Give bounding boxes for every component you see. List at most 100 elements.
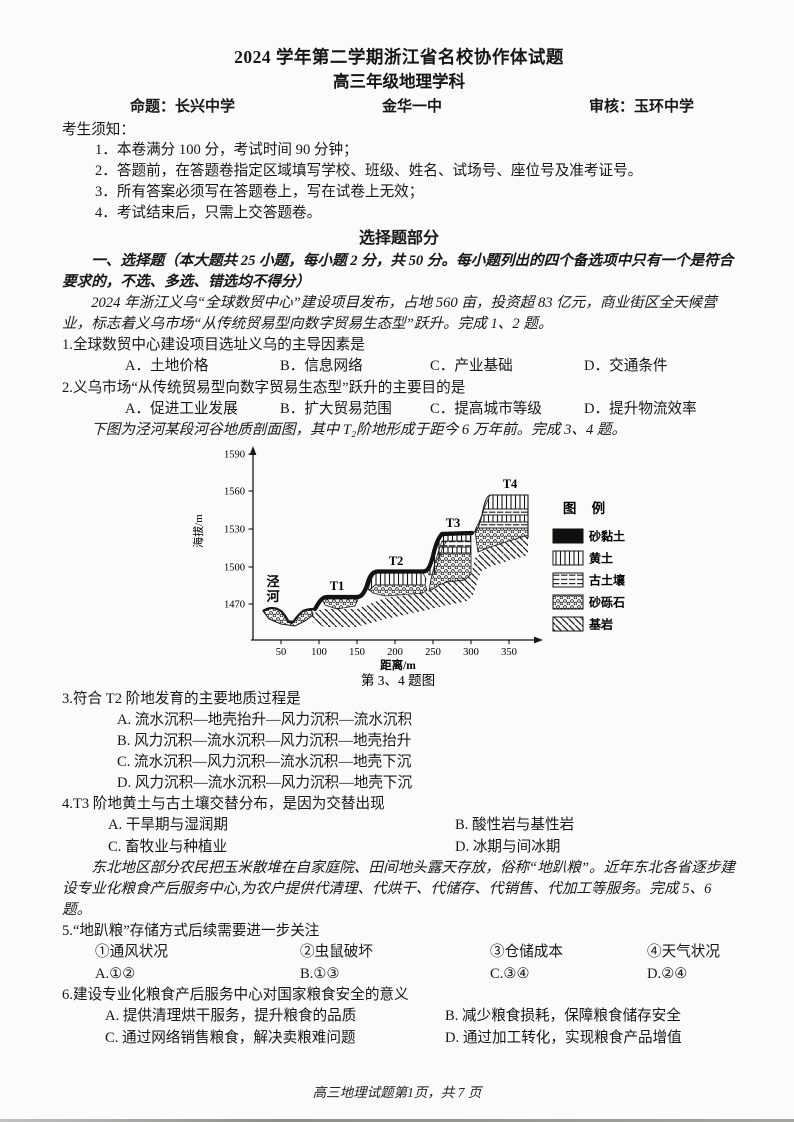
q3-option-b: B. 风力沉积—流水沉积—风力沉积—地壳抬升: [117, 733, 412, 749]
legend-swatch-bedrock: [552, 616, 584, 632]
question-2-options: A．促进工业发展 B．扩大贸易范围 C．提高城市等级 D．提升物流效率: [125, 399, 736, 421]
terrace-t3-label: T3: [446, 516, 461, 530]
q5-option-a: A.①②: [95, 965, 136, 982]
scan-edge-artifact: [0, 1119, 794, 1122]
notice-item-1: 1．本卷满分 100 分，考试时间 90 分钟；: [95, 142, 358, 158]
x-tick-50: 50: [276, 647, 287, 658]
question-6-stem: 6.建设专业化粮食产后服务中心对国家粮食安全的意义: [62, 987, 409, 1003]
question-1-stem: 1.全球数贸中心建设项目选址义乌的主导因素是: [62, 337, 365, 353]
legend-title: 图 例: [563, 500, 611, 516]
t3-gravel-deposit: [428, 552, 472, 592]
legend-swatch-sandy-clay: [552, 528, 584, 544]
y-tick-1500: 1500: [224, 563, 245, 574]
legend-label-paleosol: 古土壤: [589, 573, 626, 588]
t3-loess-layer-2: [437, 546, 472, 554]
y-tick-1530: 1530: [224, 525, 245, 536]
q6-option-c: C. 通过网络销售粮食，解决卖粮难问题: [105, 1029, 356, 1046]
q4-option-b: B. 酸性岩与基性岩: [455, 817, 575, 833]
reviewer-school: 审核：玉环中学: [588, 99, 694, 115]
x-tick-300: 300: [463, 647, 479, 658]
y-axis-arrow-icon: [249, 446, 257, 455]
co-setter-school: 金华一中: [381, 99, 442, 115]
notice-item-4: 4．考试结束后，只需上交答题卷。: [95, 205, 322, 221]
x-axis-arrow-icon: [534, 636, 543, 644]
river-label-char-2: 河: [266, 589, 279, 604]
terrace-t4-label: T4: [503, 477, 518, 491]
x-tick-100: 100: [311, 647, 327, 658]
q2-option-a: A．促进工业发展: [125, 400, 238, 417]
section-intro: 一、选择题（本大题共 25 小题，每小题 2 分，共 50 分。每小题列出的四个…: [62, 253, 734, 290]
setter-school: 命题：长兴中学: [130, 99, 236, 115]
y-axis: 1590 1560 1530 1500 1470 海拔/m: [191, 446, 257, 640]
question-4-stem: 4.T3 阶地黄土与古土壤交替分布，是因为交替出现: [62, 796, 385, 812]
y-tick-1560: 1560: [224, 487, 245, 498]
legend-swatch-paleosol: [552, 572, 584, 588]
section-title: 选择题部分: [358, 230, 439, 247]
t4-paleosol-layer-2: [475, 521, 529, 529]
t3-paleosol-layer-1: [439, 540, 472, 548]
q1-option-c: C．产业基础: [430, 358, 513, 374]
q5-item-3: ③仓储成本: [490, 944, 563, 960]
notice-item-3: 3．所有答案必须写在答题卷上，写在试卷上无效；: [95, 184, 424, 200]
question-1-options: A．土地价格 B．信息网络 C．产业基础 D．交通条件: [125, 356, 736, 378]
y-tick-1590: 1590: [224, 450, 245, 461]
terrace-t2-label: T2: [389, 554, 404, 568]
question-5-options: A.①② B.①③ C.③④ D.②④: [95, 964, 736, 986]
q3-option-c: C. 流水沉积—风力沉积—流水沉积—地壳下沉: [117, 754, 412, 770]
y-axis-label: 海拔/m: [191, 514, 205, 548]
q3-option-a: A. 流水沉积—地壳抬升—风力沉积—流水沉积: [117, 712, 413, 728]
legend-label-loess: 黄土: [589, 551, 613, 566]
q4-option-a: A. 干旱期与湿润期: [108, 817, 228, 833]
question-3-stem: 3.符合 T2 阶地发育的主要地质过程是: [62, 691, 301, 707]
notice-heading: 考生须知：: [62, 122, 135, 138]
page-title: 2024 学年第二学期浙江省名校协作体试题: [234, 47, 564, 67]
legend-label-bedrock: 基岩: [588, 617, 613, 632]
question-5-stem: 5.“地趴粮”存储方式后续需要进一步关注: [62, 923, 320, 939]
x-tick-150: 150: [349, 647, 365, 658]
t1-gravel-deposit: [321, 598, 359, 610]
cross-section-svg: 1590 1560 1530 1500 1470 海拔/m: [191, 446, 626, 688]
t4-loess-layer-1: [483, 494, 529, 510]
stimulus-q1-q2: 2024 年浙江义乌“全球数贸中心”建设项目发布，占地 560 亩，投资超 83…: [62, 295, 717, 332]
stimulus-q5-q6: 东北地区部分农民把玉米散堆在自家庭院、田间地头露天存放，俗称“地趴粮”。近年东北…: [62, 860, 735, 918]
committee-line: 命题：长兴中学 金华一中 审核：玉环中学: [62, 94, 736, 118]
question-2-stem: 2.义乌市场“从传统贸易型向数字贸易生态型”跃升的主要目的是: [62, 379, 466, 396]
legend-swatch-gravel: [552, 594, 584, 610]
figure-caption: 第 3、4 题图: [361, 672, 435, 688]
q6-option-b: B. 减少粮食损耗，保障粮食储存安全: [445, 1008, 681, 1024]
question-6-options-row-2: C. 通过网络销售粮食，解决卖粮难问题 D. 通过加工转化，实现粮食产品增值: [105, 1028, 736, 1050]
q1-option-d: D．交通条件: [584, 358, 668, 374]
question-4-options-row-2: C. 畜牧业与种植业 D. 冰期与间冰期: [108, 837, 736, 859]
q5-item-1: ①通风状况: [95, 944, 168, 960]
figure-legend: 图 例 砂黏土 黄土 古土壤 砂砾石 基岩: [552, 500, 626, 632]
t4-paleosol-layer-1: [481, 508, 529, 516]
q4-option-c: C. 畜牧业与种植业: [108, 838, 228, 855]
q2-option-b: B．扩大贸易范围: [280, 400, 392, 417]
legend-swatch-loess: [552, 550, 584, 566]
q2-option-d: D．提升物流效率: [584, 400, 697, 417]
terrace-t1-label: T1: [330, 579, 345, 593]
legend-label-sandy-clay: 砂黏土: [588, 529, 625, 544]
terrace-cross-section-figure: 1590 1560 1530 1500 1470 海拔/m: [185, 443, 733, 689]
q5-item-4: ④天气状况: [647, 944, 720, 960]
q3-option-d: D. 风力沉积—流水沉积—风力沉积—地壳下沉: [117, 775, 413, 791]
t2-gravel-deposit: [368, 584, 428, 597]
q1-option-a: A．土地价格: [125, 358, 209, 374]
x-tick-350: 350: [501, 647, 517, 658]
x-axis-label: 距离/m: [380, 658, 416, 672]
q5-option-b: B.①③: [300, 965, 340, 982]
legend-label-gravel: 砂砾石: [588, 595, 625, 610]
river-label-char-1: 泾: [266, 574, 279, 589]
stimulus-q3-q4: 下图为泾河某段河谷地质剖面图，其中 T₂阶地形成于距今 6 万年前。完成 3、4…: [91, 422, 627, 438]
page-subtitle: 高三年级地理学科: [333, 72, 465, 91]
x-tick-250: 250: [425, 647, 441, 658]
q5-option-d: D.②④: [647, 965, 688, 982]
q1-option-b: B．信息网络: [280, 358, 363, 374]
bedrock-layer: [310, 535, 528, 627]
q2-option-c: C．提高城市等级: [430, 400, 542, 417]
question-5-items: ①通风状况 ②虫鼠破坏 ③仓储成本 ④天气状况: [95, 942, 736, 964]
page-footer: 高三地理试题第1页，共 7 页: [312, 1085, 482, 1100]
question-4-options-row-1: A. 干旱期与湿润期 B. 酸性岩与基性岩: [108, 815, 736, 837]
q5-item-2: ②虫鼠破坏: [300, 944, 373, 960]
